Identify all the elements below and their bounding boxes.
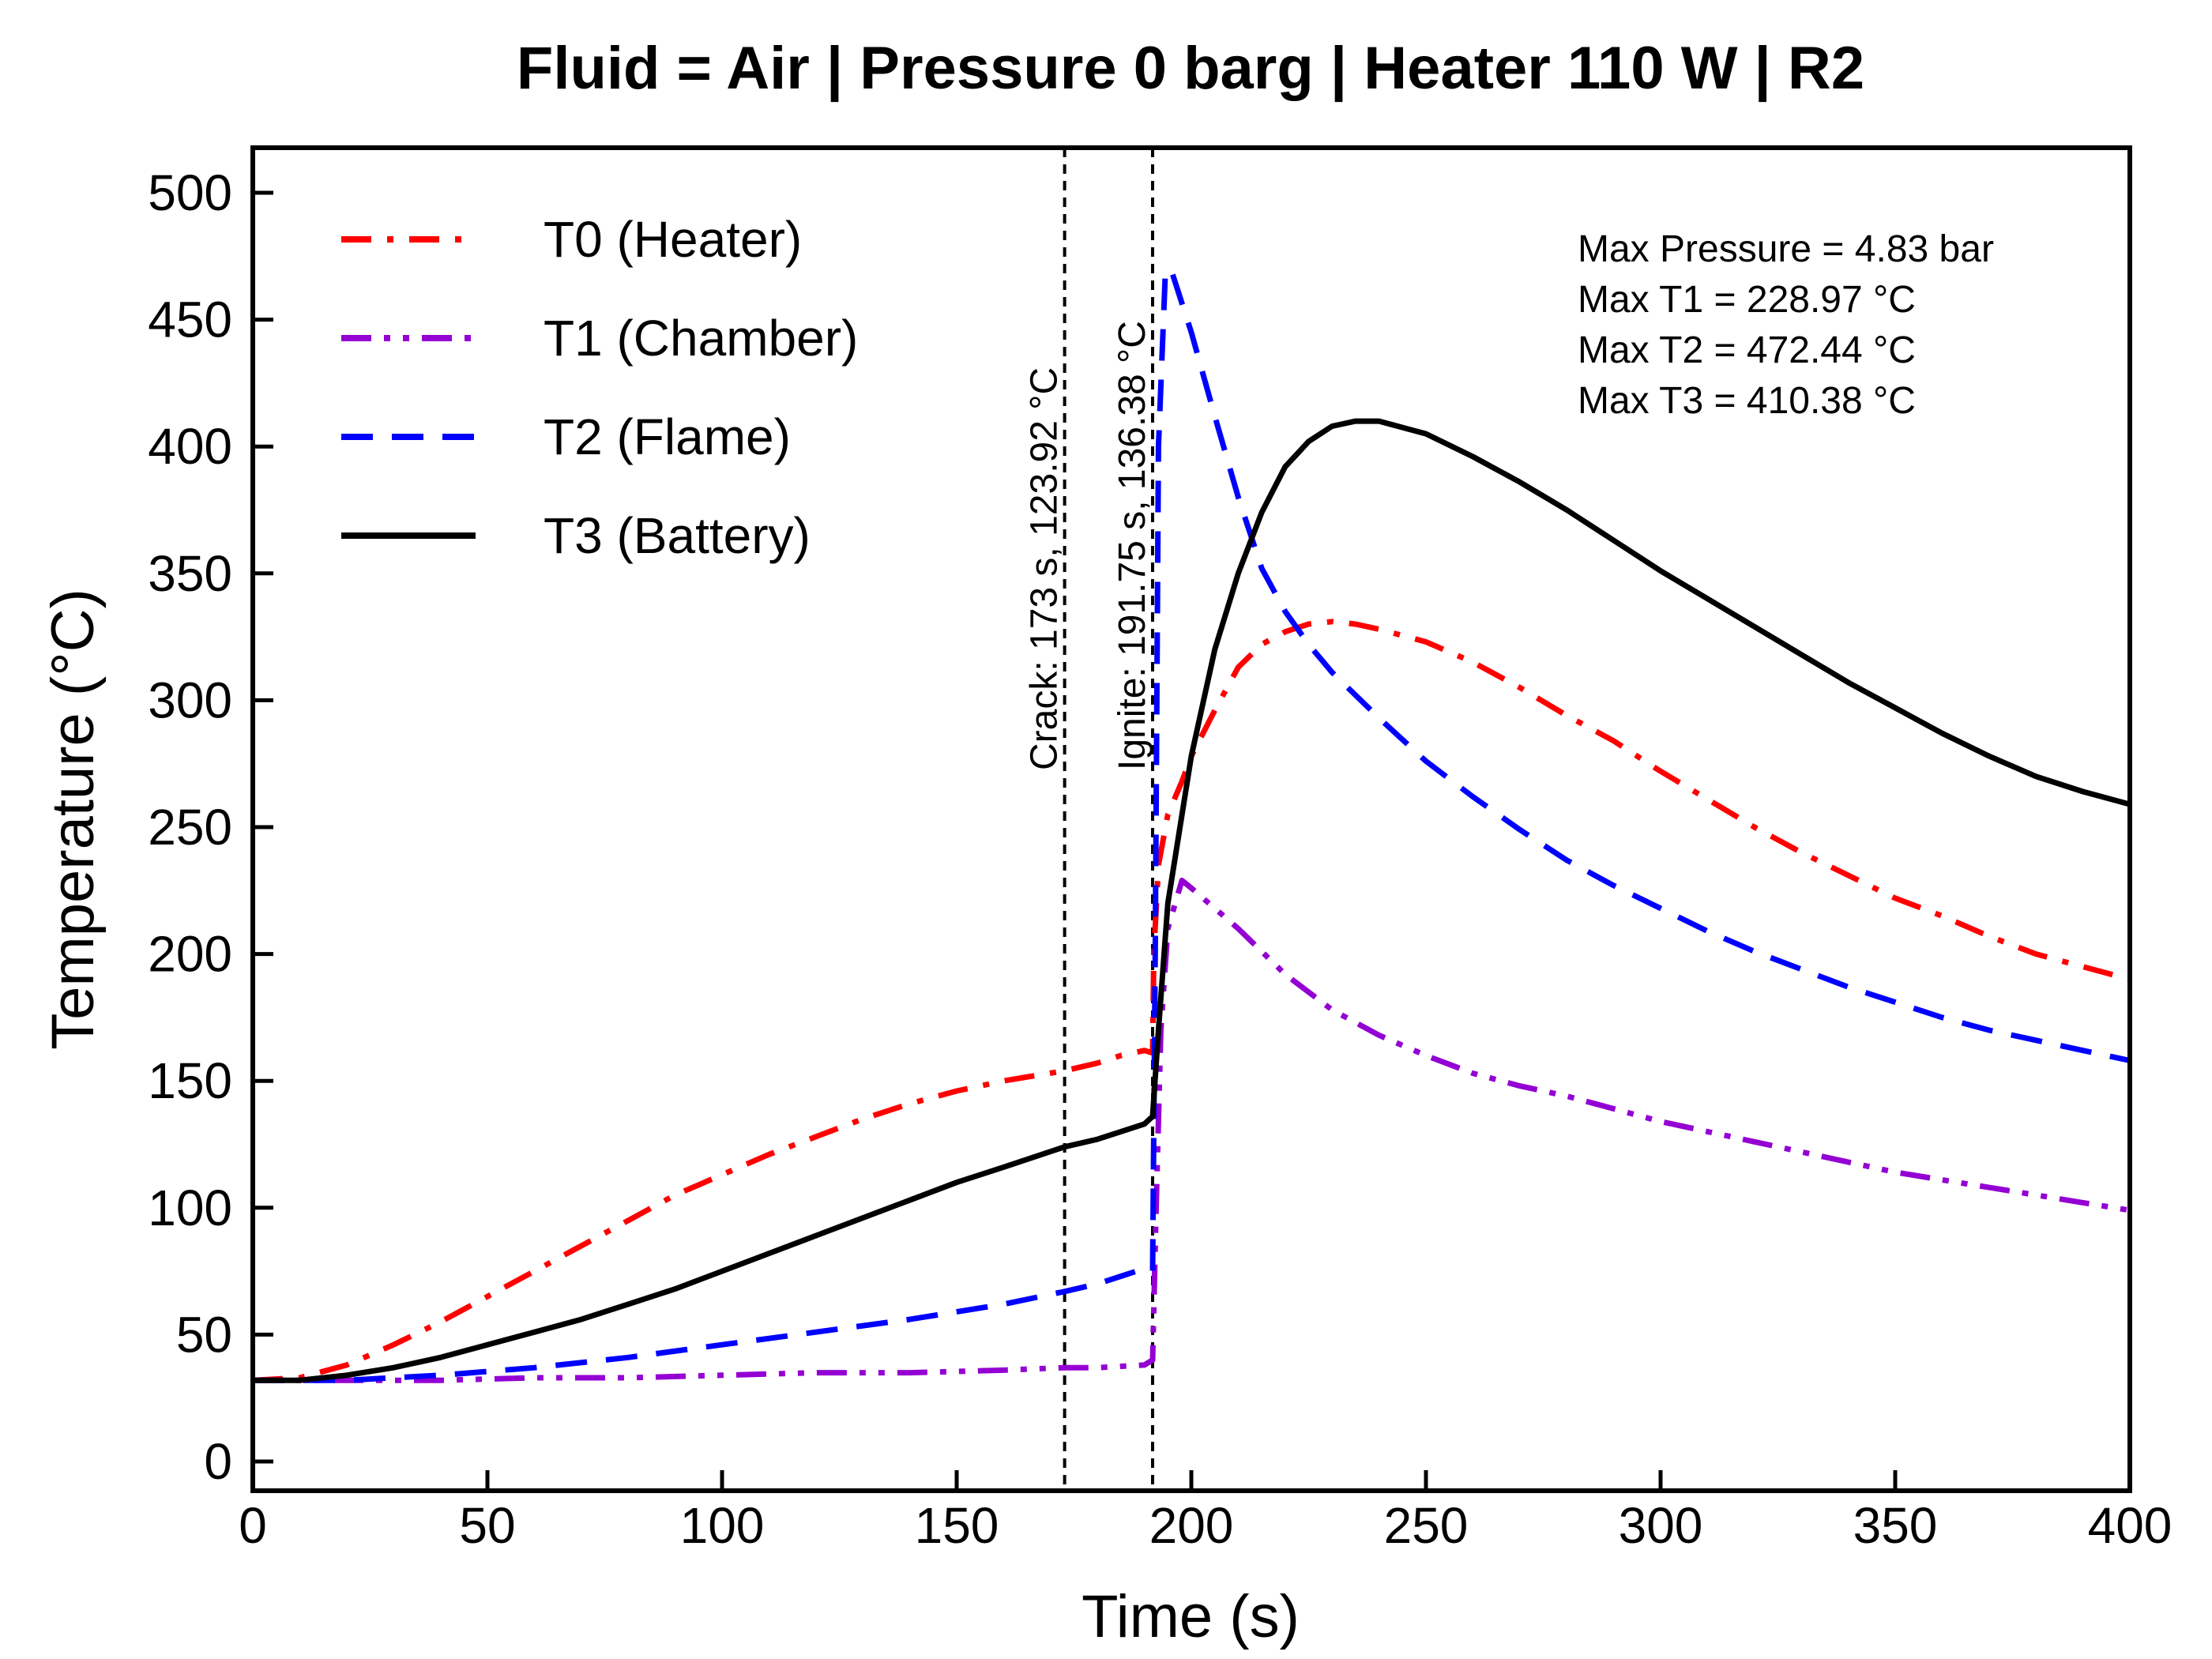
y-tick-label: 100	[148, 1179, 232, 1236]
y-tick-label: 300	[148, 672, 232, 728]
x-axis-label: Time (s)	[1082, 1583, 1300, 1650]
x-tick-label: 200	[1149, 1497, 1234, 1554]
y-axis-label: Temperature (°C)	[40, 589, 107, 1050]
series-line-0	[253, 619, 2130, 1383]
marker-label: Ignite: 191.75 s, 136.38 °C	[1112, 321, 1153, 770]
legend: T0 (Heater) T1 (Chamber) T2 (Flame) T3 (Bat…	[341, 211, 858, 564]
y-tick-label: 50	[176, 1306, 232, 1363]
x-tick-label: 0	[239, 1497, 267, 1554]
plot-frame	[250, 145, 2132, 1493]
annotation-line: Max T3 = 410.38 °C	[1578, 380, 1916, 422]
x-tick-label: 300	[1619, 1497, 1703, 1554]
x-tick-label: 150	[915, 1497, 999, 1554]
x-tick-label: 250	[1384, 1497, 1469, 1554]
vertical-markers: Crack: 173 s, 123.92 °C Ignite: 191.75 s,…	[1024, 148, 1154, 1491]
series-lines	[253, 265, 2130, 1383]
legend-label: T2 (Flame)	[544, 408, 791, 465]
annotation-line: Max Pressure = 4.83 bar	[1578, 228, 1994, 270]
annotation-line: Max T2 = 472.44 °C	[1578, 329, 1916, 371]
y-tick-label: 400	[148, 418, 232, 475]
x-tick-label: 100	[680, 1497, 765, 1554]
marker-label: Crack: 173 s, 123.92 °C	[1024, 367, 1066, 770]
y-tick-label: 250	[148, 799, 232, 856]
y-tick-label: 200	[148, 926, 232, 983]
y-tick-label: 350	[148, 545, 232, 602]
annotation-box: Max Pressure = 4.83 bar Max T1 = 228.97 °…	[1578, 228, 1994, 422]
legend-label: T0 (Heater)	[544, 211, 802, 268]
x-tick-label: 50	[459, 1497, 515, 1554]
series-line-1	[253, 878, 2130, 1383]
x-tick-label: 400	[2088, 1497, 2172, 1554]
axis-ticks: 0 50 100 150 200 250 300 350 400 0 50 100 150 200 250 3…	[148, 164, 2172, 1554]
y-tick-label: 0	[204, 1433, 232, 1490]
series-line-2	[253, 265, 2130, 1383]
y-tick-label: 450	[148, 292, 232, 348]
x-tick-label: 350	[1853, 1497, 1938, 1554]
y-tick-label: 500	[148, 164, 232, 221]
legend-label: T1 (Chamber)	[544, 310, 858, 367]
chart-title: Fluid = Air | Pressure 0 barg | Heater 1…	[517, 35, 1864, 103]
annotation-line: Max T1 = 228.97 °C	[1578, 279, 1916, 321]
series-line-3	[253, 418, 2130, 1383]
legend-label: T3 (Battery)	[544, 507, 811, 564]
y-tick-label: 150	[148, 1052, 232, 1109]
